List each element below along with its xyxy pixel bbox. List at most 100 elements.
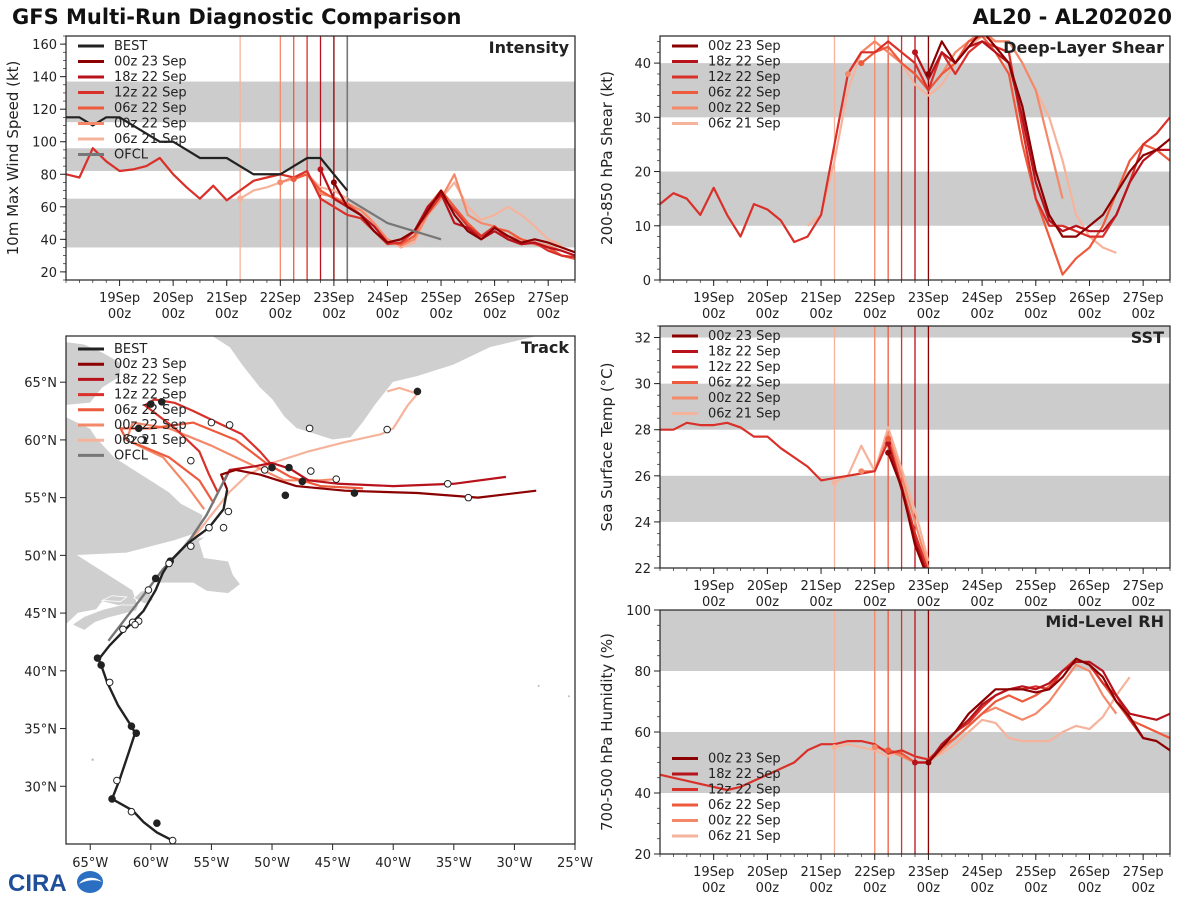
ofcl-line bbox=[346, 197, 442, 241]
x-tick-label: 00z bbox=[1078, 595, 1102, 610]
x-tick-label: 22Sep bbox=[854, 865, 895, 880]
legend-label: 12z 22 Sep bbox=[114, 86, 187, 101]
track-line-00z-22-Sep bbox=[125, 421, 336, 510]
y-tick-label: 28 bbox=[634, 424, 651, 439]
land-nova-scotia bbox=[71, 604, 140, 631]
legend-label: 12z 22 Sep bbox=[708, 783, 781, 798]
best-marker-open bbox=[165, 559, 173, 568]
x-tick-label: 00z bbox=[863, 307, 887, 322]
legend-label: 12z 22 Sep bbox=[708, 70, 781, 85]
legend-label: 18z 22 Sep bbox=[708, 767, 781, 782]
x-tick-label: 00z bbox=[917, 881, 941, 896]
x-tick-label: 25Sep bbox=[1015, 579, 1056, 594]
panel-track: 65°W 60°W 55°W 50°W 45°W 40°W 35°W 30°W 25°W 30°N… bbox=[24, 335, 593, 871]
x-tick-label: 00z bbox=[483, 307, 507, 322]
init-marker bbox=[885, 747, 892, 754]
y-axis-label: 700-500 hPa Humidity (%) bbox=[598, 633, 616, 831]
y-tick-label: 24 bbox=[634, 516, 651, 531]
series-lines bbox=[660, 421, 930, 568]
panel-intensity: 2040608010012014016019Sep00z20Sep00z21Se… bbox=[4, 35, 576, 322]
best-marker-open bbox=[127, 807, 136, 816]
x-tick-label: 50°W bbox=[254, 856, 290, 871]
track-marker-open bbox=[224, 507, 233, 516]
x-tick-label: 00z bbox=[702, 881, 726, 896]
x-tick-label: 65°W bbox=[72, 856, 108, 871]
legend-label: BEST bbox=[114, 39, 147, 54]
x-tick-label: 26Sep bbox=[474, 291, 515, 306]
best-marker-filled bbox=[108, 795, 116, 803]
x-tick-label: 35°W bbox=[436, 856, 472, 871]
x-tick-label: 00z bbox=[269, 307, 293, 322]
y-tick-label: 30°N bbox=[24, 780, 57, 795]
logo-swoosh-icon bbox=[79, 877, 102, 884]
init-marker bbox=[831, 744, 838, 751]
ofcl-track bbox=[107, 474, 229, 642]
panel-label: Intensity bbox=[489, 38, 570, 57]
x-tick-label: 23Sep bbox=[908, 865, 949, 880]
init-marker bbox=[237, 195, 244, 202]
best-marker-open bbox=[105, 678, 114, 687]
series-line-06z-21-Sep bbox=[833, 426, 930, 562]
x-tick-label: 00z bbox=[917, 595, 941, 610]
y-tick-label: 35°N bbox=[24, 723, 57, 738]
best-marker-filled bbox=[97, 661, 105, 669]
track-marker-filled bbox=[350, 489, 359, 497]
legend-label: OFCL bbox=[114, 148, 149, 163]
legend-label: 06z 22 Sep bbox=[114, 101, 187, 116]
track-marker-filled bbox=[268, 463, 276, 472]
x-tick-label: 00z bbox=[970, 595, 994, 610]
x-tick-label: 23Sep bbox=[908, 579, 949, 594]
legend-label: 06z 21 Sep bbox=[114, 433, 187, 448]
land-pei bbox=[100, 595, 128, 602]
x-tick-label: 00z bbox=[863, 881, 887, 896]
best-marker-filled bbox=[93, 654, 102, 662]
y-axis-label: 10m Max Wind Speed (kt) bbox=[4, 61, 22, 256]
x-tick-label: 20Sep bbox=[747, 579, 788, 594]
legend-label: 00z 23 Sep bbox=[114, 55, 187, 70]
legend-label: 06z 21 Sep bbox=[708, 829, 781, 844]
land-bermuda bbox=[91, 758, 94, 761]
figure-title: GFS Multi-Run Diagnostic Comparison bbox=[12, 5, 462, 29]
best-marker-filled bbox=[132, 729, 141, 737]
x-tick-label: 30°W bbox=[496, 856, 532, 871]
logo-globe-icon bbox=[77, 871, 103, 893]
y-tick-label: 20 bbox=[634, 166, 651, 181]
legend-label: 00z 22 Sep bbox=[708, 101, 781, 116]
legend-label: 12z 22 Sep bbox=[708, 360, 781, 375]
x-tick-label: 00z bbox=[702, 307, 726, 322]
legend-label: 18z 22 Sep bbox=[708, 345, 781, 360]
y-tick-label: 30 bbox=[634, 111, 651, 126]
x-tick-label: 00z bbox=[1131, 307, 1155, 322]
x-tick-label: 21Sep bbox=[206, 291, 247, 306]
x-tick-label: 00z bbox=[917, 307, 941, 322]
series-line-00z-23-Sep bbox=[927, 36, 1170, 238]
init-marker bbox=[871, 744, 878, 751]
y-tick-label: 65°N bbox=[24, 376, 57, 391]
x-tick-label: 22Sep bbox=[854, 579, 895, 594]
y-tick-label: 120 bbox=[32, 103, 57, 118]
x-tick-label: 27Sep bbox=[1123, 291, 1164, 306]
best-marker-filled bbox=[127, 722, 136, 731]
track-marker-open bbox=[260, 466, 269, 474]
land-baffin bbox=[66, 341, 121, 406]
x-tick-label: 20Sep bbox=[747, 865, 788, 880]
x-tick-label: 25Sep bbox=[421, 291, 462, 306]
track-marker-open bbox=[187, 456, 195, 465]
track-marker-filled bbox=[413, 387, 422, 396]
track-line-00z-23-Sep bbox=[220, 468, 537, 499]
track-marker-filled bbox=[285, 463, 293, 472]
best-marker-open bbox=[113, 776, 121, 785]
init-lines bbox=[833, 610, 930, 854]
x-tick-label: 00z bbox=[1024, 881, 1048, 896]
x-tick-label: 00z bbox=[970, 881, 994, 896]
x-tick-label: 24Sep bbox=[962, 579, 1003, 594]
track-marker-filled bbox=[281, 491, 290, 500]
x-tick-label: 19Sep bbox=[693, 865, 734, 880]
y-tick-label: 140 bbox=[32, 71, 57, 86]
legend-label: 00z 22 Sep bbox=[708, 814, 781, 829]
x-tick-label: 00z bbox=[1078, 881, 1102, 896]
x-tick-label: 00z bbox=[756, 881, 780, 896]
